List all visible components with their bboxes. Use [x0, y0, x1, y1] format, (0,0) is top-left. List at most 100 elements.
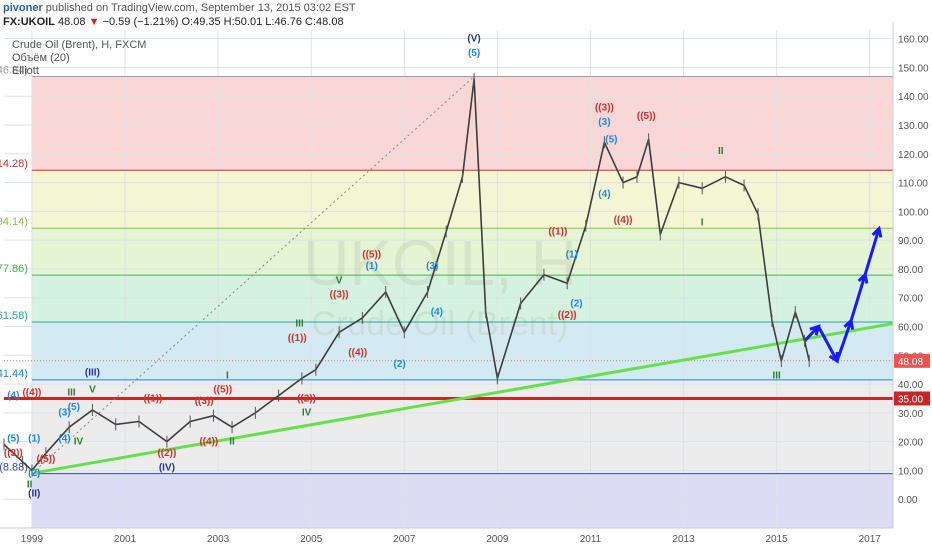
watermark-name: Crude Oil (Brent) — [312, 305, 569, 343]
x-tick-label: 2009 — [486, 534, 509, 545]
x-axis-panel — [0, 528, 932, 550]
projection-arrowhead — [828, 352, 839, 364]
wave-label: (1) — [28, 434, 40, 445]
fib-band — [31, 473, 894, 528]
last-price-tag — [894, 353, 930, 368]
price-series — [3, 72, 810, 477]
fib-label: 0.236(114.28) — [0, 158, 28, 170]
wave-label: (4) — [431, 307, 443, 318]
watermark-symbol: UKOIL, H — [303, 227, 577, 299]
wave-label: (1) — [566, 249, 578, 260]
wave-label: ((3)) — [595, 103, 614, 114]
fib-levels: 0(146.84) 0.236(114.28) 0.382(94.14) 0.5(77… — [0, 65, 893, 475]
y-tick-label: 60.00 — [898, 322, 923, 333]
wave-label: ((5)) — [213, 385, 232, 396]
wave-label: IV — [302, 408, 312, 419]
publish-info: pivoner published on TradingView.com, Se… — [3, 2, 356, 14]
fib-label: 0.764(41.44) — [0, 368, 28, 380]
dotted-reference-line — [31, 76, 475, 474]
last-price: 48.08 — [58, 16, 86, 28]
y-tick-label: 80.00 — [898, 265, 923, 276]
wave-label: ((2)) — [297, 393, 316, 404]
wave-label: III — [67, 388, 76, 399]
high-value: H:50.01 — [223, 16, 263, 28]
wave-label: ((4)) — [22, 388, 41, 399]
author-name[interactable]: pivoner — [3, 2, 43, 14]
wave-label: ((3)) — [195, 396, 214, 407]
y-tick-label: 130.00 — [898, 121, 929, 132]
fib-band — [31, 321, 894, 380]
wave-label: (5) — [7, 434, 19, 445]
y-tick-label: 40.00 — [898, 380, 923, 391]
legend-symbol: Crude Oil (Brent), H, FXCM — [12, 39, 146, 51]
legend-elliott: Elliott — [12, 65, 39, 77]
y-tick-label: 30.00 — [898, 409, 923, 420]
wave-label: I — [226, 370, 229, 381]
fib-label: 0.382(94.14) — [0, 216, 28, 228]
wave-label: ((4)) — [348, 347, 367, 358]
wave-label: ((5)) — [36, 454, 55, 465]
trendline — [31, 322, 894, 475]
support-price-label: 35.00 — [898, 394, 923, 405]
wave-label: (2) — [570, 298, 582, 309]
fib-label: 0.618(61.58) — [0, 310, 28, 322]
x-tick-label: 2005 — [300, 534, 323, 545]
projection-arrowhead — [809, 324, 821, 336]
wave-label: (2) — [28, 468, 40, 479]
wave-label: (4) — [7, 390, 19, 401]
open-value: O:49.35 — [181, 16, 221, 28]
y-tick-label: 100.00 — [898, 207, 929, 218]
wave-label: IV — [74, 437, 84, 448]
x-tick-label: 2011 — [580, 534, 602, 545]
y-tick-label: 10.00 — [898, 466, 923, 477]
low-value: L:46.76 — [265, 16, 302, 28]
axes: 0.0010.0020.0030.0040.0050.0060.0070.008… — [0, 22, 932, 550]
x-tick-label: 2013 — [672, 534, 695, 545]
y-tick-label: 20.00 — [898, 438, 923, 449]
wave-label: II — [229, 437, 235, 448]
symbol-label: FX:UKOIL — [3, 16, 55, 28]
wave-label: (4) — [58, 434, 70, 445]
x-tick-label: 2017 — [859, 534, 882, 545]
wave-label: ((2)) — [558, 310, 577, 321]
wave-label: ((1)) — [548, 226, 567, 237]
x-tick-label: 2003 — [207, 534, 230, 545]
fib-band — [31, 379, 894, 474]
wave-label: (5) — [605, 134, 617, 145]
wave-label: (3) — [598, 117, 610, 128]
wave-label: ((4)) — [614, 215, 633, 226]
wave-label: ((3)) — [330, 290, 349, 301]
legend: Crude Oil (Brent), H, FXCM Объём (20) El… — [12, 39, 146, 77]
y-axis-panel — [893, 22, 932, 528]
projection-arrowhead — [871, 225, 883, 238]
close-value: C:48.08 — [305, 16, 344, 28]
x-tick-label: 2007 — [393, 534, 416, 545]
watermark: UKOIL, H Crude Oil (Brent) — [303, 227, 577, 343]
wave-label: II — [718, 146, 724, 157]
x-tick-label: 2015 — [766, 534, 789, 545]
wave-label: (1) — [366, 261, 378, 272]
x-tick-label: 1999 — [21, 534, 44, 545]
fib-bands — [31, 76, 894, 528]
wave-label: (3) — [58, 408, 70, 419]
y-tick-label: 110.00 — [898, 179, 928, 190]
projection-arrowhead — [843, 317, 855, 330]
support-price-tag — [894, 391, 930, 406]
y-tick-label: 120.00 — [898, 150, 929, 161]
fib-band — [31, 275, 894, 322]
y-tick-label: 0.00 — [898, 495, 918, 506]
x-tick-label: 2001 — [114, 534, 137, 545]
wave-label: ((4)) — [199, 437, 218, 448]
wave-label: (4) — [598, 189, 610, 200]
fib-label: 1(8.88) — [0, 462, 28, 474]
fib-band — [31, 76, 894, 171]
fib-label: 0.5(77.86) — [0, 263, 28, 275]
wave-label: ((1)) — [288, 333, 307, 344]
wave-label: ((3)) — [4, 448, 23, 459]
wave-label: ((1)) — [143, 393, 162, 404]
down-arrow-icon: ▼ — [88, 16, 100, 28]
wave-label: I — [701, 218, 704, 229]
publish-text: published on TradingView.com, September … — [45, 2, 356, 14]
y-tick-label: 140.00 — [898, 92, 929, 103]
